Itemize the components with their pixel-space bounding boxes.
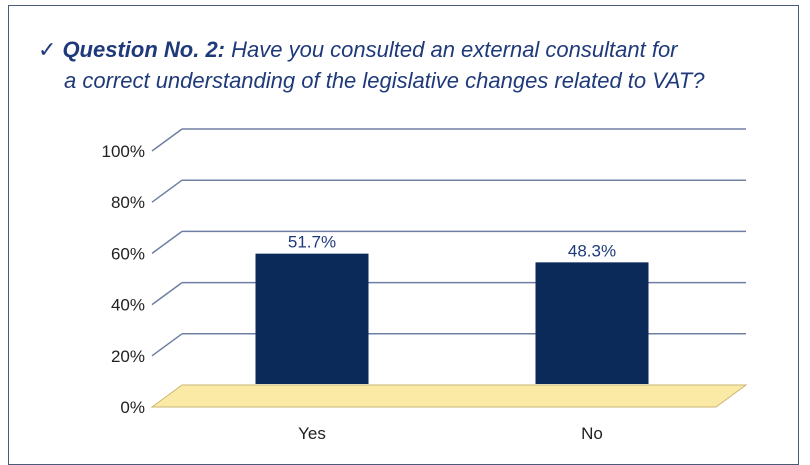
bar-chart: 0% 20% 40% 60% 80% 100% 51.7% Yes 48.3% No — [102, 128, 748, 443]
x-tick-label: No — [581, 424, 603, 443]
data-label: 48.3% — [568, 241, 616, 260]
chart-floor — [150, 384, 748, 408]
bar — [255, 253, 369, 384]
y-tick-label: 40% — [111, 296, 145, 315]
y-tick-label: 100% — [102, 142, 145, 161]
bar — [535, 262, 649, 384]
question-label: Question No. 2: — [62, 37, 225, 62]
y-tick-label: 80% — [111, 193, 145, 212]
data-label: 51.7% — [288, 233, 336, 252]
x-tick-label: Yes — [298, 424, 326, 443]
y-tick-label: 60% — [111, 244, 145, 263]
check-icon: ✓ — [38, 37, 57, 62]
question-heading: ✓ Question No. 2: Have you consulted an e… — [38, 34, 798, 96]
gridline-side — [151, 333, 183, 357]
gridline-side — [151, 128, 183, 152]
question-text-line1: Have you consulted an external consultan… — [231, 37, 678, 62]
gridline-side — [151, 179, 183, 203]
question-text-line2: a correct understanding of the legislati… — [64, 68, 705, 93]
y-tick-label: 0% — [120, 398, 145, 417]
gridline-side — [151, 230, 183, 255]
gridline-side — [151, 281, 183, 306]
y-tick-label: 20% — [111, 347, 145, 366]
